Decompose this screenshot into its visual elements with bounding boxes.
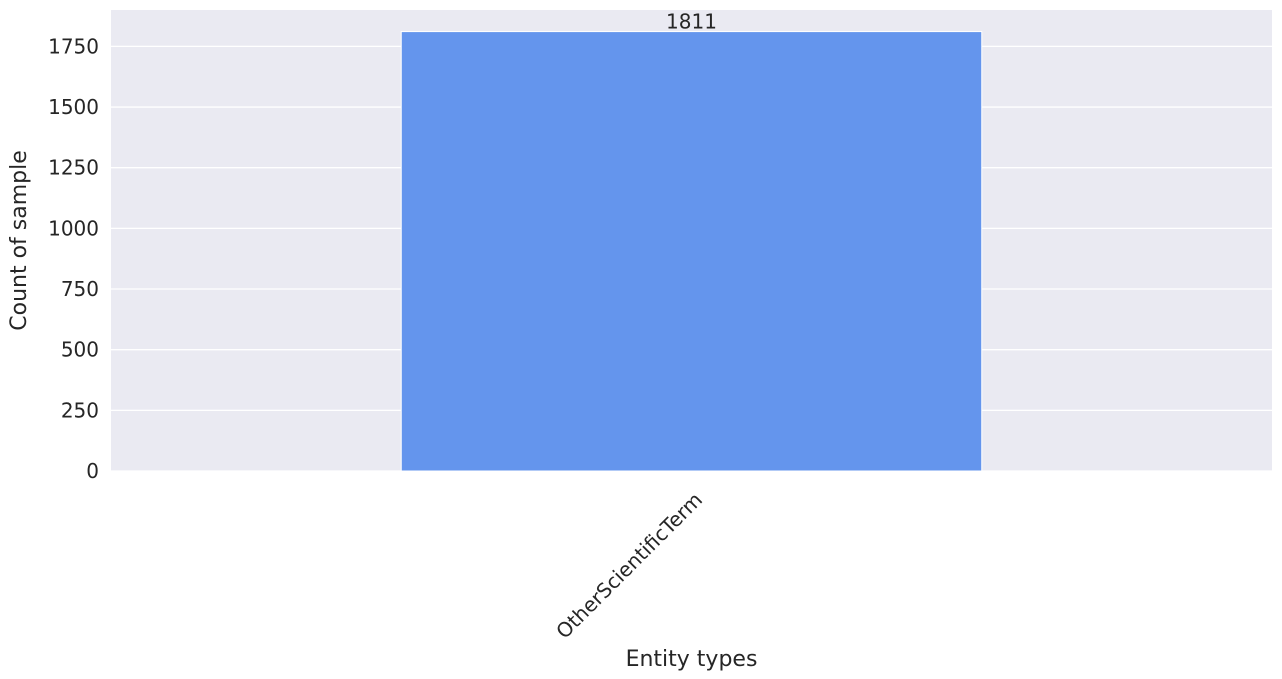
y-tick-label: 0 <box>86 459 99 483</box>
y-tick-label: 750 <box>61 277 99 301</box>
bar-OtherScientificTerm <box>400 31 983 472</box>
y-tick-label: 1750 <box>48 34 99 58</box>
y-axis-ticks: 0 250 500 750 1000 1250 1500 1750 <box>48 34 99 483</box>
x-axis-ticks: OtherScientificTerm <box>551 488 707 644</box>
y-tick-label: 500 <box>61 338 99 362</box>
y-tick-label: 1000 <box>48 216 99 240</box>
y-tick-label: 1500 <box>48 95 99 119</box>
y-tick-label: 250 <box>61 398 99 422</box>
bars <box>400 31 983 472</box>
y-axis-title: Count of sample <box>7 150 32 331</box>
bar-value-label: 1811 <box>666 10 717 34</box>
data-labels: 1811 <box>666 10 717 34</box>
x-axis-title: Entity types <box>626 647 758 672</box>
y-tick-label: 1250 <box>48 156 99 180</box>
x-tick-label: OtherScientificTerm <box>551 488 707 644</box>
